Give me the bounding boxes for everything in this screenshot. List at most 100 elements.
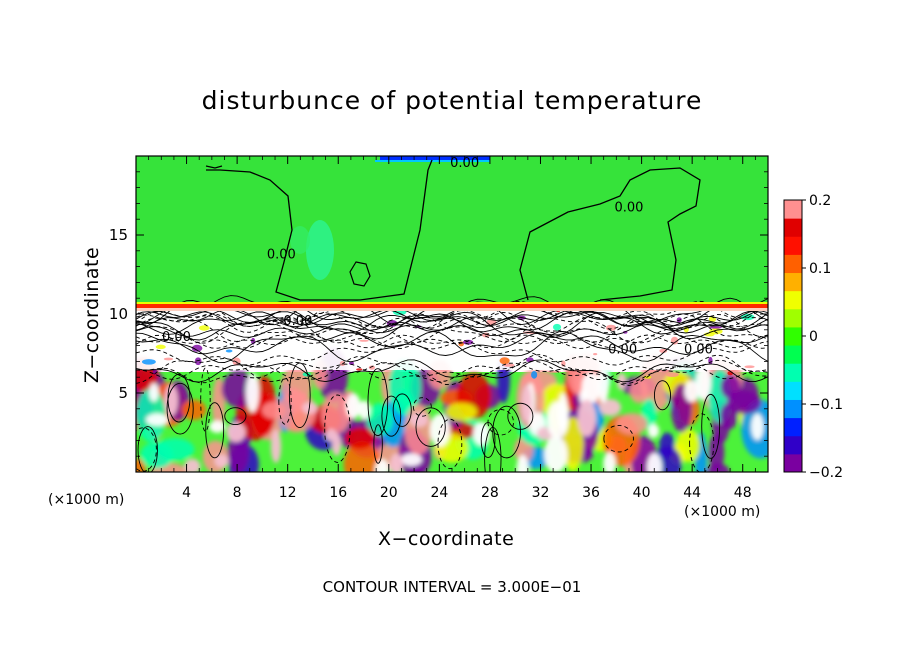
tropopause-warm-band xyxy=(136,304,768,308)
upper-cool-patch xyxy=(290,226,310,254)
mid-anomaly-patch xyxy=(593,352,598,356)
colorbar-segment xyxy=(784,272,802,292)
colorbar-ticks: 0.2 0.1 0 −0.1 −0.2 xyxy=(802,193,843,481)
contour-line xyxy=(136,362,768,381)
x-tick-label: 4 xyxy=(182,485,191,501)
small-closed-contour xyxy=(349,261,371,287)
x-tick-label: 28 xyxy=(481,485,499,501)
contour-loop xyxy=(653,380,671,411)
contour-line xyxy=(136,313,768,344)
contour-line xyxy=(136,332,768,356)
mid-anomaly-patch xyxy=(191,344,203,352)
x-unit-label-right: (×1000 m) xyxy=(684,504,761,520)
colorbar-segment xyxy=(784,200,802,219)
anomaly-blob xyxy=(366,402,394,436)
colorbar-tick-label: 0 xyxy=(809,329,818,345)
contour-line xyxy=(136,331,768,363)
colorbar-segment xyxy=(784,345,802,364)
anomaly-blob xyxy=(445,402,477,421)
contour-label: 0.00 xyxy=(684,343,713,358)
mid-anomaly-patch xyxy=(225,349,233,353)
anomaly-core xyxy=(389,453,403,472)
x-tick-label: 12 xyxy=(279,485,297,501)
anomaly-core xyxy=(647,423,660,438)
anomaly-core xyxy=(209,420,226,433)
contour-loop xyxy=(484,426,502,472)
anomaly-blob xyxy=(388,359,421,416)
mid-anomaly-patch xyxy=(666,372,679,378)
top-blue-strip xyxy=(380,156,490,160)
contour-loop xyxy=(137,426,158,472)
x-axis-label: X−coordinate xyxy=(378,528,515,550)
mid-anomaly-patch xyxy=(163,357,174,361)
contour-loop xyxy=(381,395,402,437)
colorbar-segment xyxy=(784,363,802,382)
x-tick-label: 32 xyxy=(532,485,550,501)
chart-title: disturbunce of potential temperature xyxy=(201,86,703,115)
contour-label: 0.00 xyxy=(450,156,479,171)
colorbar-segment xyxy=(784,308,802,328)
contour-line xyxy=(136,354,768,386)
anomaly-blob xyxy=(320,392,351,434)
top-cyan-strip xyxy=(375,160,490,162)
contour-line xyxy=(136,309,768,341)
contour-line xyxy=(136,300,768,330)
contour-loop xyxy=(412,397,432,417)
x-tick-label: 24 xyxy=(430,485,448,501)
y-axis-ticks: 5 10 15 xyxy=(109,171,768,457)
anomaly-core xyxy=(149,382,159,402)
anomaly-core xyxy=(521,385,533,423)
upper-cool-patch xyxy=(306,220,334,280)
upper-layer-field xyxy=(136,156,768,306)
mid-anomaly-patch xyxy=(198,325,210,331)
anomaly-core xyxy=(164,384,178,417)
contour-loop xyxy=(278,377,292,425)
contour-line xyxy=(136,295,768,329)
mid-anomaly-patch xyxy=(356,368,363,371)
contour-line xyxy=(136,308,768,334)
colorbar-segment xyxy=(784,290,802,310)
anomaly-blob xyxy=(261,401,287,419)
x-unit-label-left: (×1000 m) xyxy=(48,492,125,508)
contour-labels: 0.00 0.00 0.00 0.00 0.00 0.00 0.00 xyxy=(162,156,713,357)
x-tick-label: 20 xyxy=(380,485,398,501)
anomaly-blob xyxy=(404,404,433,455)
anomaly-core xyxy=(302,401,318,414)
anomaly-blob xyxy=(706,463,730,472)
colorbar-segment xyxy=(784,399,802,419)
x-tick-label: 8 xyxy=(233,485,242,501)
contour-loop xyxy=(507,402,534,430)
contour-loop xyxy=(324,394,351,463)
anomaly-core xyxy=(751,413,764,441)
anomaly-core xyxy=(374,458,390,472)
mid-anomaly-patch xyxy=(531,370,538,379)
mid-anomaly-patch xyxy=(709,326,722,329)
contour-line xyxy=(136,308,768,333)
colorbar-segment xyxy=(784,435,802,455)
anomaly-core xyxy=(358,400,371,420)
contour-loop xyxy=(167,373,191,423)
contour-line xyxy=(136,309,768,329)
x-tick-label: 36 xyxy=(582,485,600,501)
anomaly-core xyxy=(325,428,337,442)
contour-loop xyxy=(437,418,463,469)
anomaly-blob xyxy=(720,402,738,430)
anomaly-core xyxy=(516,454,530,472)
anomaly-core xyxy=(226,422,246,443)
contour-loop xyxy=(373,424,383,464)
mid-anomaly-patch xyxy=(359,339,369,342)
colorbar-segment xyxy=(784,453,802,473)
anomaly-core xyxy=(145,413,169,426)
contour-line xyxy=(136,313,768,338)
contour-label: 0.00 xyxy=(267,248,296,263)
mid-anomaly-patch xyxy=(605,324,617,331)
contour-label: 0.00 xyxy=(283,314,312,329)
mid-anomaly-patch xyxy=(499,357,510,365)
contour-loop xyxy=(492,405,521,459)
contour-loop xyxy=(392,393,412,427)
contour-line xyxy=(136,333,768,349)
anomaly-blob xyxy=(344,427,375,449)
mid-anomaly-patch xyxy=(744,365,755,369)
tropopause-light-band xyxy=(136,308,768,311)
anomaly-blob xyxy=(629,378,649,404)
